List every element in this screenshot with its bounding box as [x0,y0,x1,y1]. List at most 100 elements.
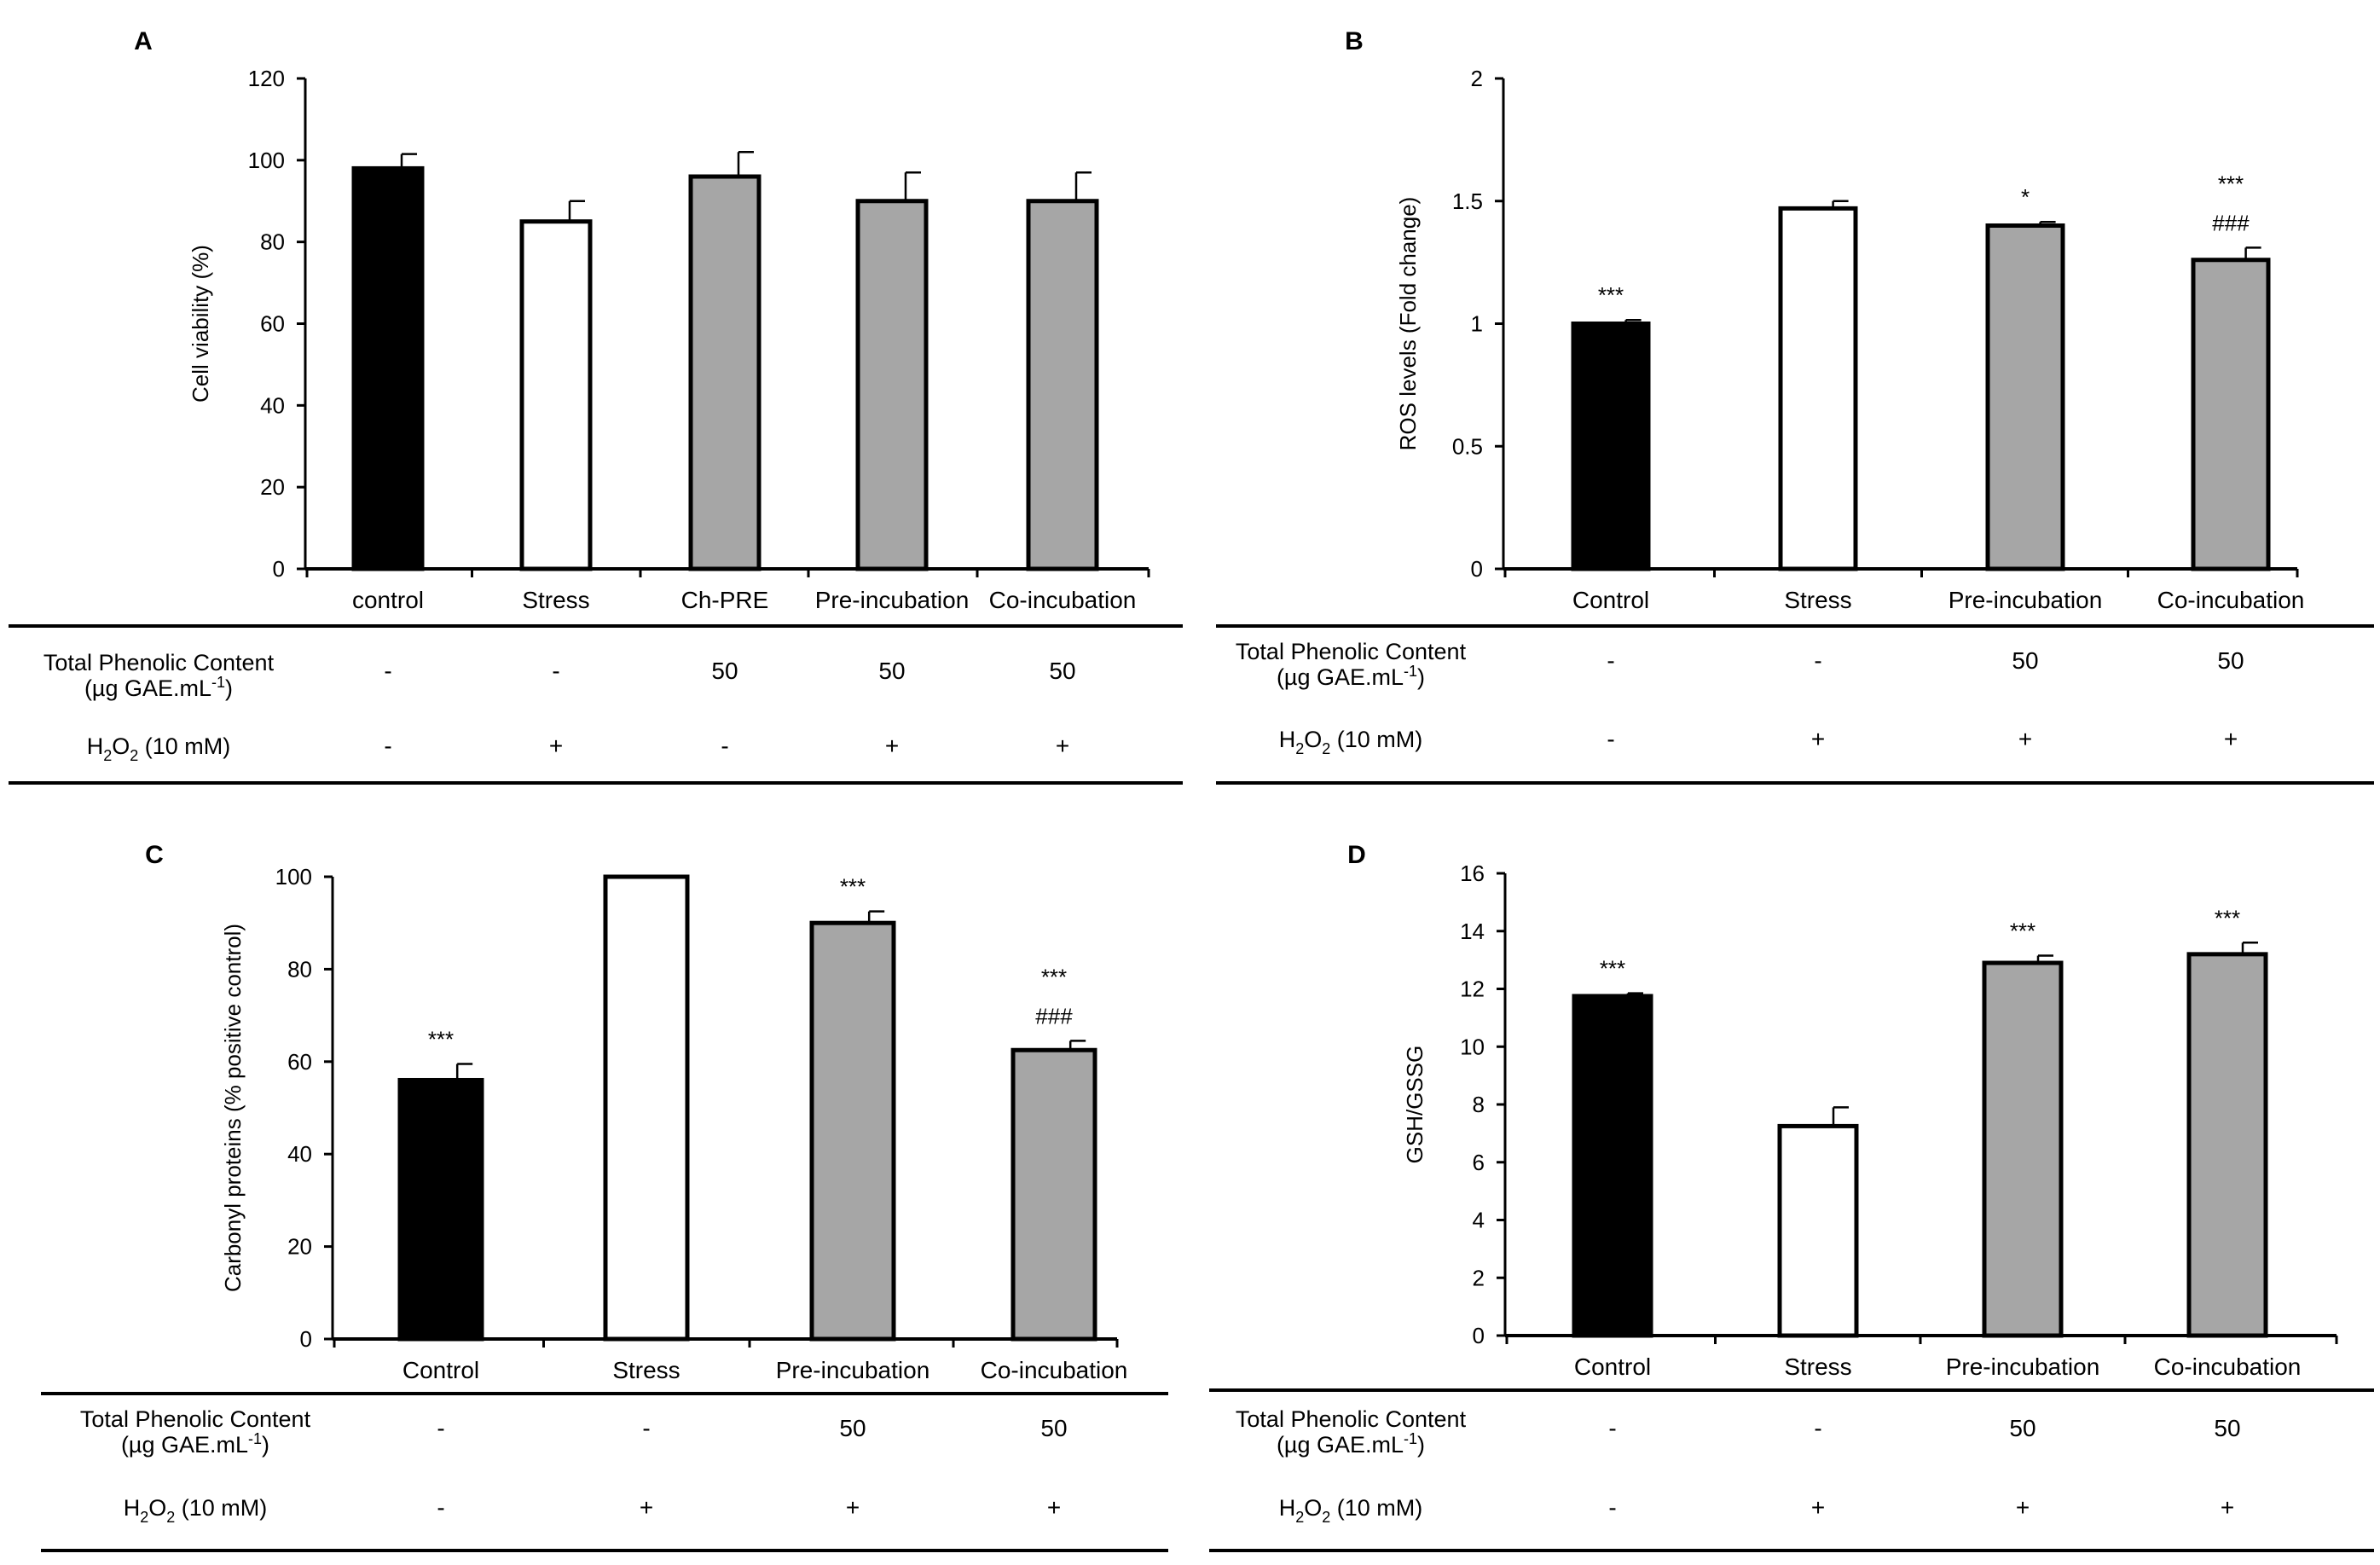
x-category-label: Stress [1784,587,1851,613]
x-category-label: Control [1572,587,1649,613]
h2o2-cell-value: - [1607,726,1614,752]
h2o2-cell-value: - [1608,1494,1616,1521]
y-tick-label: 4 [1473,1208,1485,1233]
h2o2-cell-value: + [2221,1494,2234,1521]
tpc-cell-value: - [384,658,391,684]
x-category-label: Co-incubation [2154,1353,2302,1380]
h2o2-cell-value: + [1811,726,1825,752]
h2o2-o: O [148,1495,166,1521]
tpc-row-units: (µg GAE.mL-1) [84,674,233,701]
tpc-cell-value: - [1608,1415,1616,1441]
tpc-units-close: ) [1417,1432,1425,1458]
tpc-cell-value: 50 [711,658,738,684]
bar-pre-incubation [855,199,929,571]
tpc-units-close: ) [225,675,233,701]
tpc-cell-value: - [1607,647,1614,674]
h2o2-o: O [1304,727,1322,752]
h2o2-cell-value: - [384,733,391,759]
x-category-label: Co-incubation [989,587,1137,613]
h2o2-row-label: H2O2 (10 mM) [1279,727,1423,757]
panel-d: D GSH/GSSG 0 2 4 6 8 10 12 14 16 *** Control Stress **… [1209,841,2374,1552]
h2o2-cell-value: + [846,1494,860,1521]
significance-annotation: *** [2218,171,2244,196]
h2o2-cell-value: + [640,1494,653,1521]
y-tick-label: 60 [260,311,285,337]
x-category-label: Pre-incubation [1949,587,2103,613]
tpc-cell-value: 50 [1040,1415,1067,1441]
h2o2-cell-value: + [1056,733,1069,759]
y-tick-label: 12 [1460,977,1485,1002]
h2o2-concentration: (10 mM) [175,1495,267,1521]
bar-pre-incubation [1982,960,2064,1338]
bar-control [397,1077,484,1342]
h2o2-subscript: 2 [140,1509,148,1526]
y-axis-label: ROS levels (Fold change) [1395,197,1421,451]
y-tick-label: 40 [287,1141,312,1167]
bar-co-incubation [1026,199,1099,571]
significance-annotation: * [2021,184,2030,210]
y-tick-label: 6 [1473,1150,1485,1175]
significance-annotation: *** [2010,919,2035,944]
x-category-label: Co-incubation [981,1357,1128,1383]
panel-label: C [145,841,164,869]
h2o2-subscript: 2 [1322,740,1330,757]
h2o2-cell-value: + [1811,1494,1825,1521]
tpc-cell-value: - [642,1415,650,1441]
h2o2-concentration: (10 mM) [1330,1495,1422,1521]
x-category-label: Pre-incubation [776,1357,930,1383]
x-category-label: Stress [612,1357,680,1383]
significance-annotation: *** [840,874,866,900]
bar-control [1571,322,1651,571]
bar-stress [1778,206,1858,571]
tpc-row-label: Total Phenolic Content [1236,1406,1467,1432]
x-category-label: Stress [1784,1353,1851,1380]
h2o2-subscript: 2 [103,747,112,764]
y-tick-label: 0 [1473,1323,1485,1348]
significance-annotation: *** [428,1027,454,1052]
h2o2-subscript: 2 [1295,740,1304,757]
y-axis-label: GSH/GSSG [1402,1046,1427,1164]
panel-a: A Cell viability (%) 0 20 40 60 80 100 120 contro… [9,27,1183,785]
tpc-units-close: ) [1417,664,1425,690]
bar-co-incubation [2186,952,2268,1338]
y-tick-label: 1 [1471,311,1483,337]
h2o2-row-label: H2O2 (10 mM) [1279,1495,1423,1526]
y-tick-label: 100 [275,864,312,890]
bar-ch-pre [688,174,761,571]
x-category-label: Control [1574,1353,1651,1380]
bar-co-incubation [2191,258,2271,571]
h2o2-cell-value: + [2018,726,2032,752]
tpc-units-superscript: -1 [1404,1430,1417,1447]
h2o2-cell-value: - [437,1494,444,1521]
tpc-cell-value: - [1814,1415,1821,1441]
h2o2-cell-value: + [885,733,899,759]
h2o2-concentration: (10 mM) [1330,727,1422,752]
tpc-cell-value: - [437,1415,444,1441]
bar-pre-incubation [1985,223,2065,571]
y-tick-label: 2 [1471,66,1483,91]
y-axis-label: Carbonyl proteins (% positive control) [220,924,246,1292]
y-tick-label: 16 [1460,861,1485,886]
y-tick-label: 2 [1473,1265,1485,1290]
significance-annotation: *** [1041,964,1067,989]
h2o2-cell-value: + [2224,726,2238,752]
bar-co-incubation [1010,1047,1097,1342]
y-axis-label: Cell viability (%) [188,245,213,403]
y-tick-label: 8 [1473,1092,1485,1117]
y-tick-label: 0 [1471,556,1483,582]
tpc-units-superscript: -1 [1404,663,1417,680]
y-tick-label: 20 [287,1234,312,1260]
y-tick-label: 60 [287,1049,312,1075]
h2o2-subscript: 2 [1295,1509,1304,1526]
tpc-cell-value: - [552,658,559,684]
y-tick-label: 0 [273,556,285,582]
h2o2-subscript: 2 [166,1509,175,1526]
tpc-cell-value: 50 [2009,1415,2035,1441]
tpc-cell-value: 50 [2214,1415,2240,1441]
h2o2-subscript: 2 [1322,1509,1330,1526]
x-category-label: Ch-PRE [681,587,769,613]
y-tick-label: 10 [1460,1034,1485,1059]
significance-annotation: ### [1035,1003,1073,1029]
tpc-units-text: (µg GAE.mL [121,1432,248,1458]
